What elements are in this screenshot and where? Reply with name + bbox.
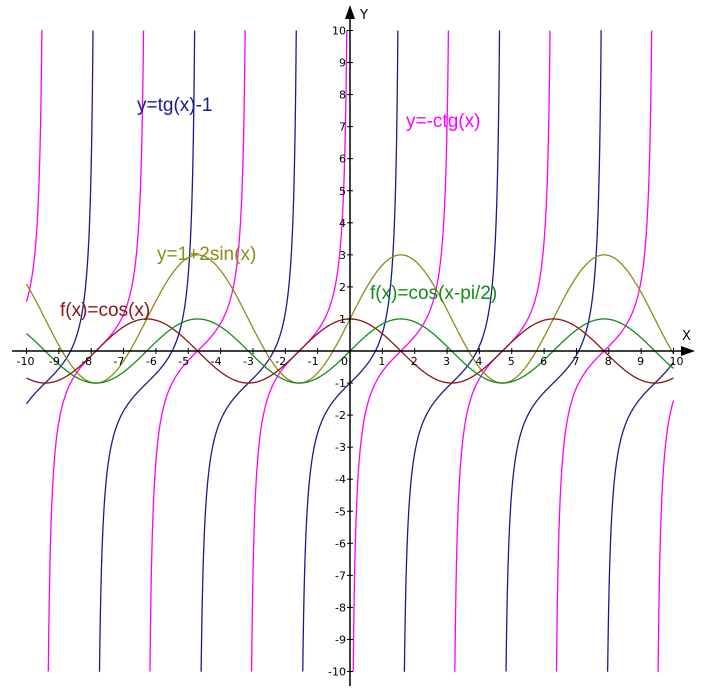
- label-ctg: y=-ctg(x): [406, 111, 480, 132]
- x-tick-label: -8: [81, 355, 92, 368]
- x-tick-label: 9: [637, 355, 644, 368]
- y-tick-label: -6: [335, 537, 346, 550]
- x-tick-label: -2: [275, 355, 286, 368]
- y-axis-label: Y: [359, 8, 368, 23]
- x-tick-label: 0: [341, 355, 348, 368]
- x-tick-label: 6: [540, 355, 547, 368]
- y-tick-label: 4: [339, 217, 346, 230]
- y-tick-label: -1: [335, 377, 346, 390]
- y-tick-label: 3: [339, 249, 346, 262]
- axes-layer: X Y: [12, 5, 695, 686]
- y-tick-label: 8: [339, 89, 346, 102]
- label-cos: f(x)=cos(x): [60, 300, 150, 321]
- x-tick-label: 10: [670, 355, 684, 368]
- y-tick-label: -10: [328, 666, 346, 679]
- x-tick-label: 8: [605, 355, 612, 368]
- x-tick-label: 5: [508, 355, 515, 368]
- x-tick-label: -6: [146, 355, 157, 368]
- x-tick-label: -5: [178, 355, 189, 368]
- label-sin: y=1+2sin(x): [157, 244, 256, 265]
- curve-labels: y=tg(x)-1 y=-ctg(x) y=1+2sin(x) f(x)=cos…: [60, 95, 497, 321]
- x-tick-label: -3: [243, 355, 254, 368]
- x-tick-label: 4: [475, 355, 482, 368]
- y-tick-label: 2: [339, 281, 346, 294]
- x-tick-label: -1: [308, 355, 319, 368]
- x-tick-label: 7: [572, 355, 579, 368]
- y-tick-label: -4: [335, 473, 346, 486]
- y-tick-label: -2: [335, 409, 346, 422]
- y-tick-label: -9: [335, 633, 346, 646]
- label-cos-shift: f(x)=cos(x-pi/2): [370, 283, 497, 304]
- y-tick-label: 5: [339, 185, 346, 198]
- x-tick-label: 1: [378, 355, 385, 368]
- y-tick-label: -8: [335, 601, 346, 614]
- y-tick-label: 9: [339, 57, 346, 70]
- x-axis-arrow: [681, 346, 695, 356]
- y-tick-label: 7: [339, 121, 346, 134]
- x-tick-label: -4: [211, 355, 222, 368]
- y-tick-label: -3: [335, 441, 346, 454]
- label-tg: y=tg(x)-1: [137, 95, 213, 116]
- x-tick-label: 2: [411, 355, 418, 368]
- x-tick-label: -10: [17, 355, 35, 368]
- ticks-layer: -10 -9 -8 -7 -6 -5 -4 -3 -2 -1 0 1 2 3 4 5 6 7 8 9 101098765…: [17, 25, 684, 679]
- y-tick-label: 10: [332, 25, 346, 38]
- x-axis-label: X: [682, 329, 691, 344]
- x-tick-label: -9: [49, 355, 60, 368]
- y-tick-label: -5: [335, 505, 346, 518]
- y-tick-label: 6: [339, 153, 346, 166]
- y-tick-label: -7: [335, 569, 346, 582]
- y-axis-arrow: [345, 5, 355, 19]
- x-tick-label: 3: [443, 355, 450, 368]
- y-tick-label: 1: [339, 313, 346, 326]
- x-tick-label: -7: [114, 355, 125, 368]
